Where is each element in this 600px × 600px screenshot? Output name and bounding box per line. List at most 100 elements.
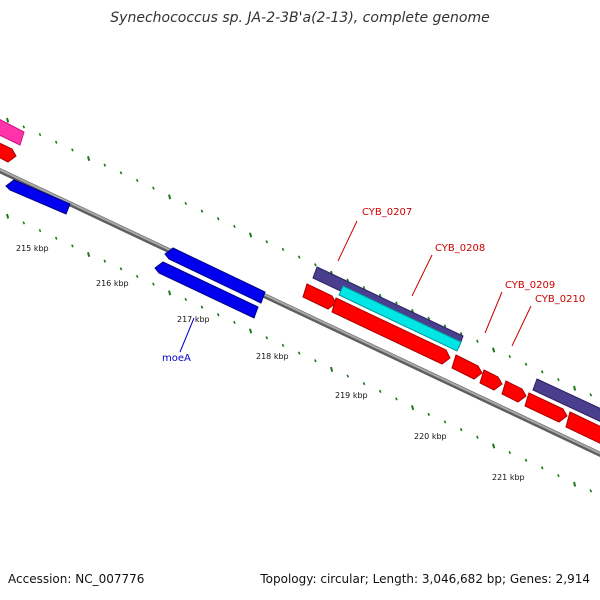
scale-tick	[314, 263, 317, 267]
genome-backbone	[0, 167, 600, 458]
scale-tick	[476, 339, 479, 343]
scale-tick	[38, 132, 42, 137]
moeA-gene-arrow[interactable]	[154, 261, 259, 319]
scale-tick	[443, 420, 447, 424]
scale-tick	[6, 117, 10, 123]
scale-tick	[233, 320, 236, 325]
forward-gene-arrow[interactable]	[331, 297, 451, 365]
genome-summary-text: Topology: circular; Length: 3,046,682 bp…	[260, 572, 590, 586]
scale-tick	[297, 255, 301, 259]
scale-tick	[265, 336, 269, 340]
CYB_0208-leader-line	[411, 254, 433, 297]
gene-label-CYB_0209[interactable]: CYB_0209	[505, 280, 555, 291]
scale-tick	[540, 466, 544, 470]
scale-labels: 215 kbp 216 kbp 217 kbp 218 kbp 219 kbp …	[16, 244, 525, 482]
scale-tick	[378, 389, 382, 393]
scale-tick	[216, 313, 220, 317]
scale-tick	[119, 171, 123, 175]
scale-tick	[459, 428, 463, 432]
scale-tick	[524, 362, 528, 366]
scale-tick	[524, 458, 528, 462]
scale-tick	[508, 354, 512, 359]
forward-gene-arrow[interactable]	[451, 354, 483, 380]
scale-tick	[103, 163, 107, 167]
scale-tick	[362, 286, 366, 290]
scale-tick	[346, 374, 350, 378]
scale-tick	[540, 370, 544, 374]
scale-tick	[71, 148, 74, 152]
gene-label-moeA[interactable]: moeA	[162, 353, 191, 364]
scale-tick	[152, 282, 155, 286]
scale-tick	[395, 301, 398, 305]
scale-tick	[362, 382, 366, 386]
scale-ticks	[6, 117, 593, 493]
scale-tick	[249, 232, 253, 238]
moeA-leader-line	[179, 317, 195, 353]
scale-tick	[184, 297, 188, 302]
scale-label-221kbp: 221 kbp	[492, 473, 525, 482]
gene-label-CYB_0207[interactable]: CYB_0207	[362, 207, 412, 218]
scale-label-219kbp: 219 kbp	[335, 391, 368, 400]
other-feature-bar[interactable]	[532, 378, 600, 426]
scale-tick	[265, 240, 269, 244]
scale-tick	[22, 125, 26, 129]
scale-tick	[135, 178, 139, 183]
rna-feature[interactable]	[0, 117, 25, 146]
gene-label-CYB_0208[interactable]: CYB_0208	[435, 243, 485, 254]
scale-tick	[168, 194, 172, 200]
scale-tick	[427, 316, 431, 320]
scale-tick	[249, 328, 253, 334]
feature-track	[0, 117, 600, 448]
forward-gene-arrow[interactable]	[501, 380, 527, 403]
scale-tick	[573, 481, 577, 487]
scale-tick	[378, 293, 382, 297]
scale-tick	[135, 274, 139, 279]
reverse-gene-arrow[interactable]	[5, 179, 71, 215]
scale-tick	[87, 156, 91, 162]
map-title: Synechococcus sp. JA-2-3B'a(2-13), compl…	[110, 10, 489, 26]
gene-labels: moeA CYB_0207 CYB_0208 CYB_0209 CYB_0210	[162, 207, 585, 364]
scale-label-216kbp: 216 kbp	[96, 279, 129, 288]
scale-tick	[589, 393, 593, 397]
forward-gene-arrow[interactable]	[302, 283, 337, 310]
scale-tick	[314, 359, 317, 363]
scale-tick	[557, 473, 560, 478]
scale-tick	[184, 201, 188, 206]
CYB_0209-leader-line	[484, 291, 503, 334]
scale-tick	[557, 377, 560, 382]
scale-tick	[87, 252, 91, 258]
scale-tick	[395, 397, 398, 401]
scale-tick	[508, 450, 512, 455]
scale-tick	[38, 228, 42, 233]
scale-tick	[476, 435, 479, 439]
gene-label-CYB_0210[interactable]: CYB_0210	[535, 294, 585, 305]
scale-tick	[22, 221, 26, 225]
scale-tick	[233, 224, 236, 229]
forward-gene-arrow[interactable]	[479, 369, 503, 391]
scale-tick	[200, 209, 204, 213]
highlight-feature-bar[interactable]	[338, 285, 462, 352]
scale-tick	[492, 347, 496, 353]
reverse-gene-arrow[interactable]	[164, 247, 266, 304]
forward-gene-arrow[interactable]	[524, 392, 568, 423]
scale-tick	[573, 385, 577, 391]
scale-tick	[6, 213, 10, 219]
CYB_0210-leader-line	[511, 305, 532, 347]
scale-tick	[103, 259, 107, 263]
forward-gene-arrow[interactable]	[0, 141, 17, 163]
scale-tick	[281, 343, 285, 347]
scale-label-215kbp: 215 kbp	[16, 244, 49, 253]
scale-tick	[330, 366, 334, 372]
scale-tick	[411, 405, 415, 411]
scale-tick	[168, 290, 172, 296]
scale-tick	[200, 305, 204, 309]
scale-tick	[54, 140, 58, 144]
scale-tick	[443, 324, 447, 328]
scale-label-218kbp: 218 kbp	[256, 352, 289, 361]
scale-tick	[589, 489, 593, 493]
forward-gene-arrow[interactable]	[565, 411, 600, 448]
scale-label-220kbp: 220 kbp	[414, 432, 447, 441]
scale-tick	[427, 412, 431, 416]
scale-tick	[346, 278, 350, 282]
